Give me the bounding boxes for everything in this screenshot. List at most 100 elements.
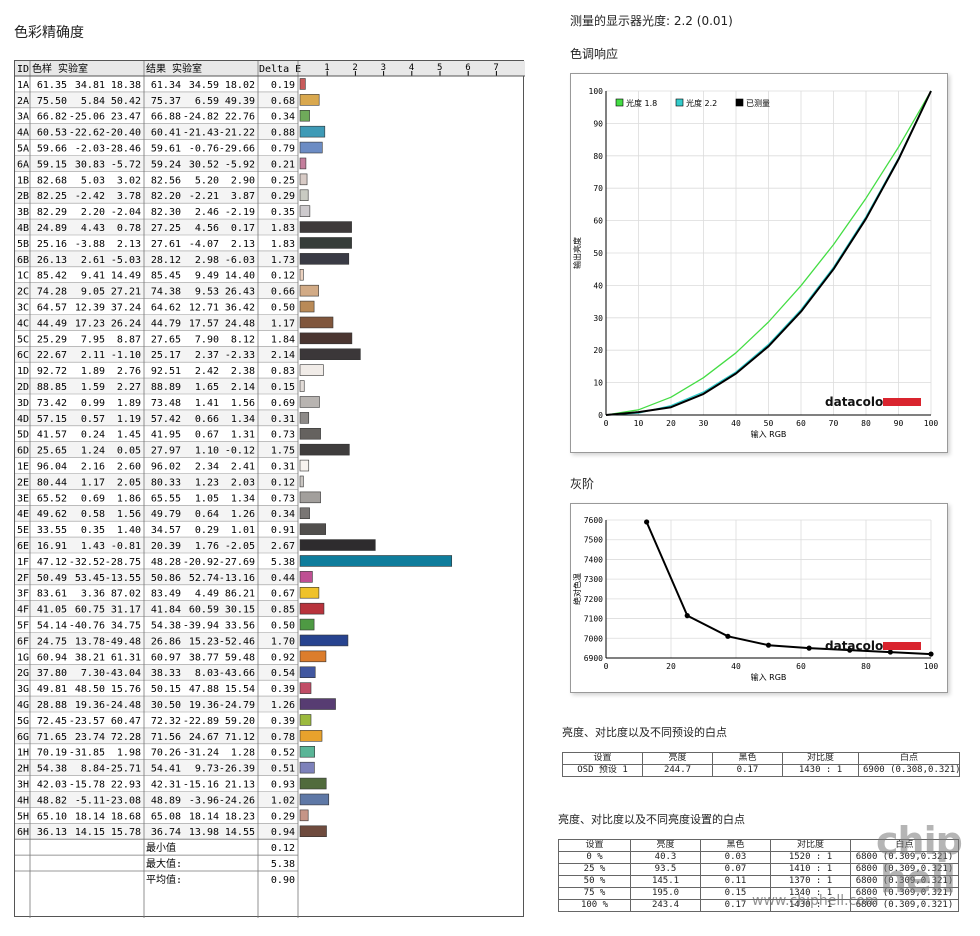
measured-value: 82.20	[151, 191, 181, 202]
summary-label: 最大值:	[146, 857, 182, 870]
delta-e-value: 0.29	[271, 811, 295, 822]
ref-value: 54.38	[37, 764, 67, 775]
ref-value: 37.80	[37, 668, 67, 679]
delta-e-bar	[299, 412, 310, 424]
row-stripe	[15, 696, 298, 712]
ref-value: 1.17	[81, 477, 105, 488]
delta-e-value: 1.75	[271, 446, 295, 457]
brightness-header-cell: 亮度	[630, 839, 701, 852]
measured-value: -31.24	[183, 748, 219, 759]
delta-e-bar	[299, 443, 350, 456]
delta-e-bar	[299, 141, 323, 154]
delta-e-bar	[299, 523, 326, 535]
row-id: 6F	[17, 636, 29, 647]
row-id: 1F	[17, 557, 29, 568]
row-id: 6B	[17, 255, 29, 266]
ref-value: 2.11	[81, 350, 105, 361]
measured-value: 71.12	[225, 732, 255, 743]
ref-value: 0.69	[81, 493, 105, 504]
ref-value: -32.52	[69, 557, 105, 568]
color-accuracy-table: ID 色样 实验室 结果 实验室 Delta E 1 2 3 4 5 6 7 1A 61.35 34.81…	[14, 60, 525, 918]
ref-value: 26.13	[37, 255, 67, 266]
ref-value: 59.66	[37, 144, 67, 155]
measured-value: 60.59	[189, 605, 219, 616]
measured-value: 2.46	[195, 207, 219, 218]
measured-value: -26.39	[219, 764, 255, 775]
x-axis-label: 输入 RGB	[751, 429, 787, 439]
ref-value: 1.45	[117, 430, 141, 441]
ref-value: 48.82	[37, 795, 67, 806]
ref-value: 16.91	[37, 541, 67, 552]
ref-value: 25.29	[37, 334, 67, 345]
ref-value: 85.42	[37, 271, 67, 282]
ref-value: -20.40	[105, 128, 141, 139]
row-stripe	[15, 155, 298, 172]
ref-value: 2.76	[117, 366, 141, 377]
ref-value: 1.56	[117, 509, 141, 520]
ref-value: -28.75	[105, 557, 141, 568]
y-tick-label: 7000	[584, 634, 603, 643]
row-stripe	[15, 219, 298, 235]
delta-e-value: 1.02	[271, 795, 295, 806]
measured-value: 1.31	[231, 430, 255, 441]
delta-e-bar	[299, 586, 320, 599]
ref-value: 47.12	[37, 557, 67, 568]
row-id: 6G	[17, 732, 29, 743]
brightness-header-cell: 黑色	[700, 839, 771, 852]
measured-value: 60.97	[151, 652, 181, 663]
ref-value: 73.42	[37, 398, 67, 409]
x-tick-label: 60	[796, 662, 806, 671]
row-id: 2H	[17, 764, 29, 775]
ref-value: 1.98	[117, 748, 141, 759]
ref-value: 4.43	[81, 223, 105, 234]
ref-value: 22.67	[37, 350, 67, 361]
ref-value: -25.06	[69, 112, 105, 123]
ref-value: -43.04	[105, 668, 141, 679]
ref-value: -40.76	[69, 621, 105, 632]
ref-value: 22.93	[111, 780, 141, 791]
preset-cell: 244.7	[642, 764, 713, 777]
row-id: 2C	[17, 287, 29, 298]
ref-value: 88.85	[37, 382, 67, 393]
ref-value: 72.28	[111, 732, 141, 743]
measured-value: 0.66	[195, 414, 219, 425]
measured-gamma-label: 测量的显示器光度: 2.2 (0.01)	[570, 14, 733, 28]
measured-value: 9.73	[195, 764, 219, 775]
brightness-header-cell: 对比度	[770, 839, 851, 852]
delta-e-bar	[299, 221, 352, 233]
y-tick-label: 70	[593, 184, 603, 193]
delta-e-bar	[299, 793, 330, 806]
delta-e-value: 1.84	[271, 334, 295, 345]
measured-value: 38.33	[151, 668, 181, 679]
ref-value: 53.45	[75, 573, 105, 584]
row-id: 5B	[17, 239, 29, 250]
series-point	[806, 645, 812, 651]
measured-value: 1.26	[231, 509, 255, 520]
measured-value: 1.23	[195, 477, 219, 488]
measured-value: 4.49	[195, 589, 219, 600]
ref-value: 14.15	[75, 827, 105, 838]
ref-value: 33.55	[37, 525, 67, 536]
measured-value: 85.45	[151, 271, 181, 282]
watermark-line1: chip	[876, 819, 963, 863]
measured-value: 0.67	[195, 430, 219, 441]
ref-value: 42.03	[37, 780, 67, 791]
measured-value: 82.30	[151, 207, 181, 218]
ref-value: 70.19	[37, 748, 67, 759]
measured-value: -5.92	[225, 159, 255, 170]
brightness-cell: 0.11	[700, 875, 771, 888]
ref-value: 41.57	[37, 430, 67, 441]
datacolor-logo-text: datacolor	[825, 395, 889, 409]
ref-value: 57.15	[37, 414, 67, 425]
row-id: 1H	[17, 748, 29, 759]
measured-value: 33.56	[225, 621, 255, 632]
measured-value: 14.55	[225, 827, 255, 838]
ref-value: 48.50	[75, 684, 105, 695]
delta-e-bar	[299, 237, 352, 249]
row-stripe	[15, 346, 298, 363]
y-tick-label: 10	[593, 379, 603, 388]
ref-value: 2.20	[81, 207, 105, 218]
brightness-cell: 0.03	[700, 851, 771, 864]
ref-value: -1.10	[111, 350, 141, 361]
delta-e-value: 0.92	[271, 652, 295, 663]
